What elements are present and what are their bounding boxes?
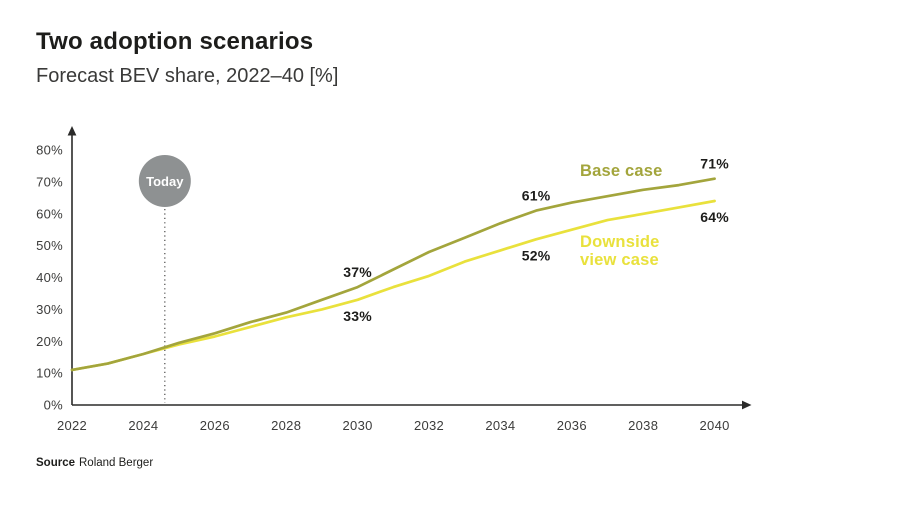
point-label: 71% xyxy=(700,156,729,172)
series-line-downside-view-case xyxy=(70,199,716,372)
x-tick-label: 2026 xyxy=(200,418,230,433)
x-tick-label: 2038 xyxy=(628,418,658,433)
point-label: 33% xyxy=(343,308,372,324)
point-label: 52% xyxy=(522,247,551,263)
x-tick-label: 2034 xyxy=(485,418,515,433)
page-title: Two adoption scenarios xyxy=(36,28,314,55)
series-label-base-case: Base case xyxy=(580,162,663,180)
source-note: Source Roland Berger xyxy=(36,457,153,469)
y-tick-label: 40% xyxy=(36,270,63,285)
x-tick-label: 2028 xyxy=(271,418,301,433)
x-tick-label: 2030 xyxy=(343,418,373,433)
y-tick-label: 50% xyxy=(36,238,63,253)
y-tick-label: 60% xyxy=(36,206,63,221)
y-tick-label: 20% xyxy=(36,334,63,349)
chart-header: Two adoption scenarios Forecast BEV shar… xyxy=(36,28,338,88)
x-axis-arrow-icon xyxy=(742,400,752,410)
source-text: Roland Berger xyxy=(79,457,154,469)
y-tick-label: 10% xyxy=(36,366,63,381)
y-tick-label: 80% xyxy=(36,143,63,158)
page-subtitle: Forecast BEV share, 2022–40 [%] xyxy=(36,65,339,87)
y-axis-arrow-icon xyxy=(67,126,77,136)
point-label: 61% xyxy=(522,188,551,204)
x-tick-label: 2022 xyxy=(57,418,87,433)
x-tick-label: 2032 xyxy=(414,418,444,433)
y-tick-label: 30% xyxy=(36,302,63,317)
y-tick-label: 0% xyxy=(44,398,64,413)
point-label: 37% xyxy=(343,264,372,280)
y-tick-label: 70% xyxy=(36,174,63,189)
point-label: 64% xyxy=(700,209,729,225)
series-line-base-case xyxy=(70,177,716,372)
source-label: Source xyxy=(36,457,75,469)
today-badge-label: Today xyxy=(146,174,184,189)
series-label-downside-view-case: Downside view case xyxy=(580,233,660,269)
x-tick-label: 2024 xyxy=(128,418,158,433)
x-tick-label: 2036 xyxy=(557,418,587,433)
today-badge xyxy=(138,155,191,207)
x-tick-label: 2040 xyxy=(700,418,730,433)
